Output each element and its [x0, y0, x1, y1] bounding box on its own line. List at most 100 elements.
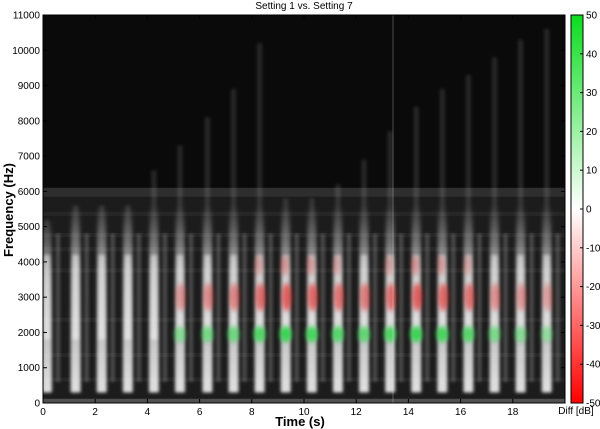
diff-positive — [436, 326, 449, 343]
colorbar-tick-label: -40 — [586, 360, 600, 371]
event-harmonic — [162, 233, 167, 382]
diff-positive — [488, 326, 501, 343]
event-harmonic — [55, 233, 60, 382]
y-tick-label: 11000 — [13, 11, 41, 22]
colorbar-tick-label: -50 — [586, 399, 600, 410]
event-harmonic — [425, 233, 430, 382]
y-tick-label: 10000 — [12, 46, 40, 57]
colorbar-ticks: 50 40 30 20 10 0 -10 -20 -30 -40 -50 — [580, 11, 600, 410]
colorbar-label: Diff [dB] — [558, 406, 594, 417]
diff-negative — [385, 255, 394, 276]
noise-band — [43, 247, 565, 252]
event-harmonic — [477, 233, 482, 382]
diff-positive — [410, 326, 423, 343]
spectral-event — [201, 117, 221, 393]
diff-negative — [437, 255, 446, 276]
spectral-event — [96, 205, 115, 393]
y-tick-label: 0 — [34, 399, 40, 410]
diff-negative — [438, 283, 449, 312]
x-tick-label: 10 — [298, 407, 310, 418]
spectral-event — [384, 131, 404, 393]
spectral-event — [43, 219, 60, 393]
diff-positive — [227, 326, 240, 343]
colorbar-tick-label: -20 — [586, 282, 600, 293]
noise-band — [43, 352, 565, 358]
event-harmonic — [84, 233, 89, 382]
event-harmonic — [503, 233, 508, 382]
event-core — [98, 254, 105, 340]
diff-negative — [332, 255, 341, 276]
colorbar-tick-label: 10 — [586, 166, 598, 177]
diff-negative — [386, 283, 397, 312]
diff-negative — [411, 255, 420, 276]
y-tick-label: 3000 — [18, 293, 41, 304]
noise-band — [43, 211, 565, 217]
diff-negative — [229, 283, 240, 312]
diff-negative — [490, 283, 501, 312]
diff-negative — [280, 255, 289, 276]
diff-negative — [255, 283, 266, 312]
diff-negative — [516, 283, 527, 312]
event-harmonic — [136, 233, 141, 382]
event-harmonic — [216, 233, 221, 382]
event-core — [124, 254, 131, 340]
y-tick-label: 4000 — [18, 257, 41, 268]
spectral-event — [70, 205, 89, 393]
spectral-event — [305, 198, 325, 393]
event-harmonic — [399, 233, 404, 382]
event-harmonic — [242, 233, 247, 382]
spectral-event — [227, 89, 247, 393]
diff-negative — [307, 283, 318, 312]
spectral-event — [436, 89, 456, 393]
spectral-event — [462, 74, 482, 393]
diff-positive — [358, 326, 371, 343]
event-harmonic — [189, 233, 194, 382]
diff-positive — [279, 326, 292, 343]
event-harmonic — [529, 233, 534, 382]
diff-negative — [333, 283, 344, 312]
spectral-event — [331, 184, 351, 393]
x-tick-label: 18 — [507, 407, 519, 418]
event-core — [150, 254, 157, 340]
colorbar-tick-label: 40 — [586, 49, 598, 60]
event-harmonic — [555, 233, 560, 382]
noise-band — [43, 317, 565, 322]
event-harmonic — [320, 233, 325, 382]
diff-positive — [462, 326, 475, 343]
diff-negative — [412, 283, 423, 312]
y-tick-label: 2000 — [18, 328, 41, 339]
diff-positive — [514, 326, 527, 343]
y-tick-label: 7000 — [18, 152, 41, 163]
diff-positive — [540, 326, 553, 343]
diff-negative — [463, 255, 472, 276]
diff-positive — [253, 326, 266, 343]
spectral-event — [279, 198, 299, 393]
diff-negative — [542, 283, 553, 312]
diff-negative — [281, 283, 292, 312]
spectral-event — [253, 43, 273, 393]
noise-band — [43, 232, 565, 238]
noise-floor — [43, 187, 565, 403]
diff-negative — [254, 255, 263, 276]
spectral-event — [358, 159, 378, 393]
diff-positive — [305, 326, 318, 343]
spectral-event — [122, 205, 141, 393]
y-tick-label: 1000 — [18, 363, 41, 374]
spectral-event — [410, 106, 430, 393]
diff-negative — [464, 283, 475, 312]
spectral-event — [148, 170, 167, 393]
diff-positive — [201, 326, 214, 343]
event-harmonic — [451, 233, 456, 382]
x-tick-label: 16 — [455, 407, 467, 418]
diff-negative — [360, 283, 371, 312]
x-tick-label: 14 — [403, 407, 415, 418]
colorbar-tick-label: 30 — [586, 88, 598, 99]
spectral-event — [514, 39, 534, 393]
x-tick-label: 8 — [249, 407, 255, 418]
x-axis-label: Time (s) — [275, 414, 325, 429]
spectral-event — [540, 29, 560, 393]
diff-positive — [384, 326, 397, 343]
x-axis: 0 2 4 6 8 10 12 14 16 18 — [40, 15, 519, 418]
y-axis: 0 1000 2000 3000 4000 5000 6000 7000 8000 9000 100… — [12, 11, 565, 410]
